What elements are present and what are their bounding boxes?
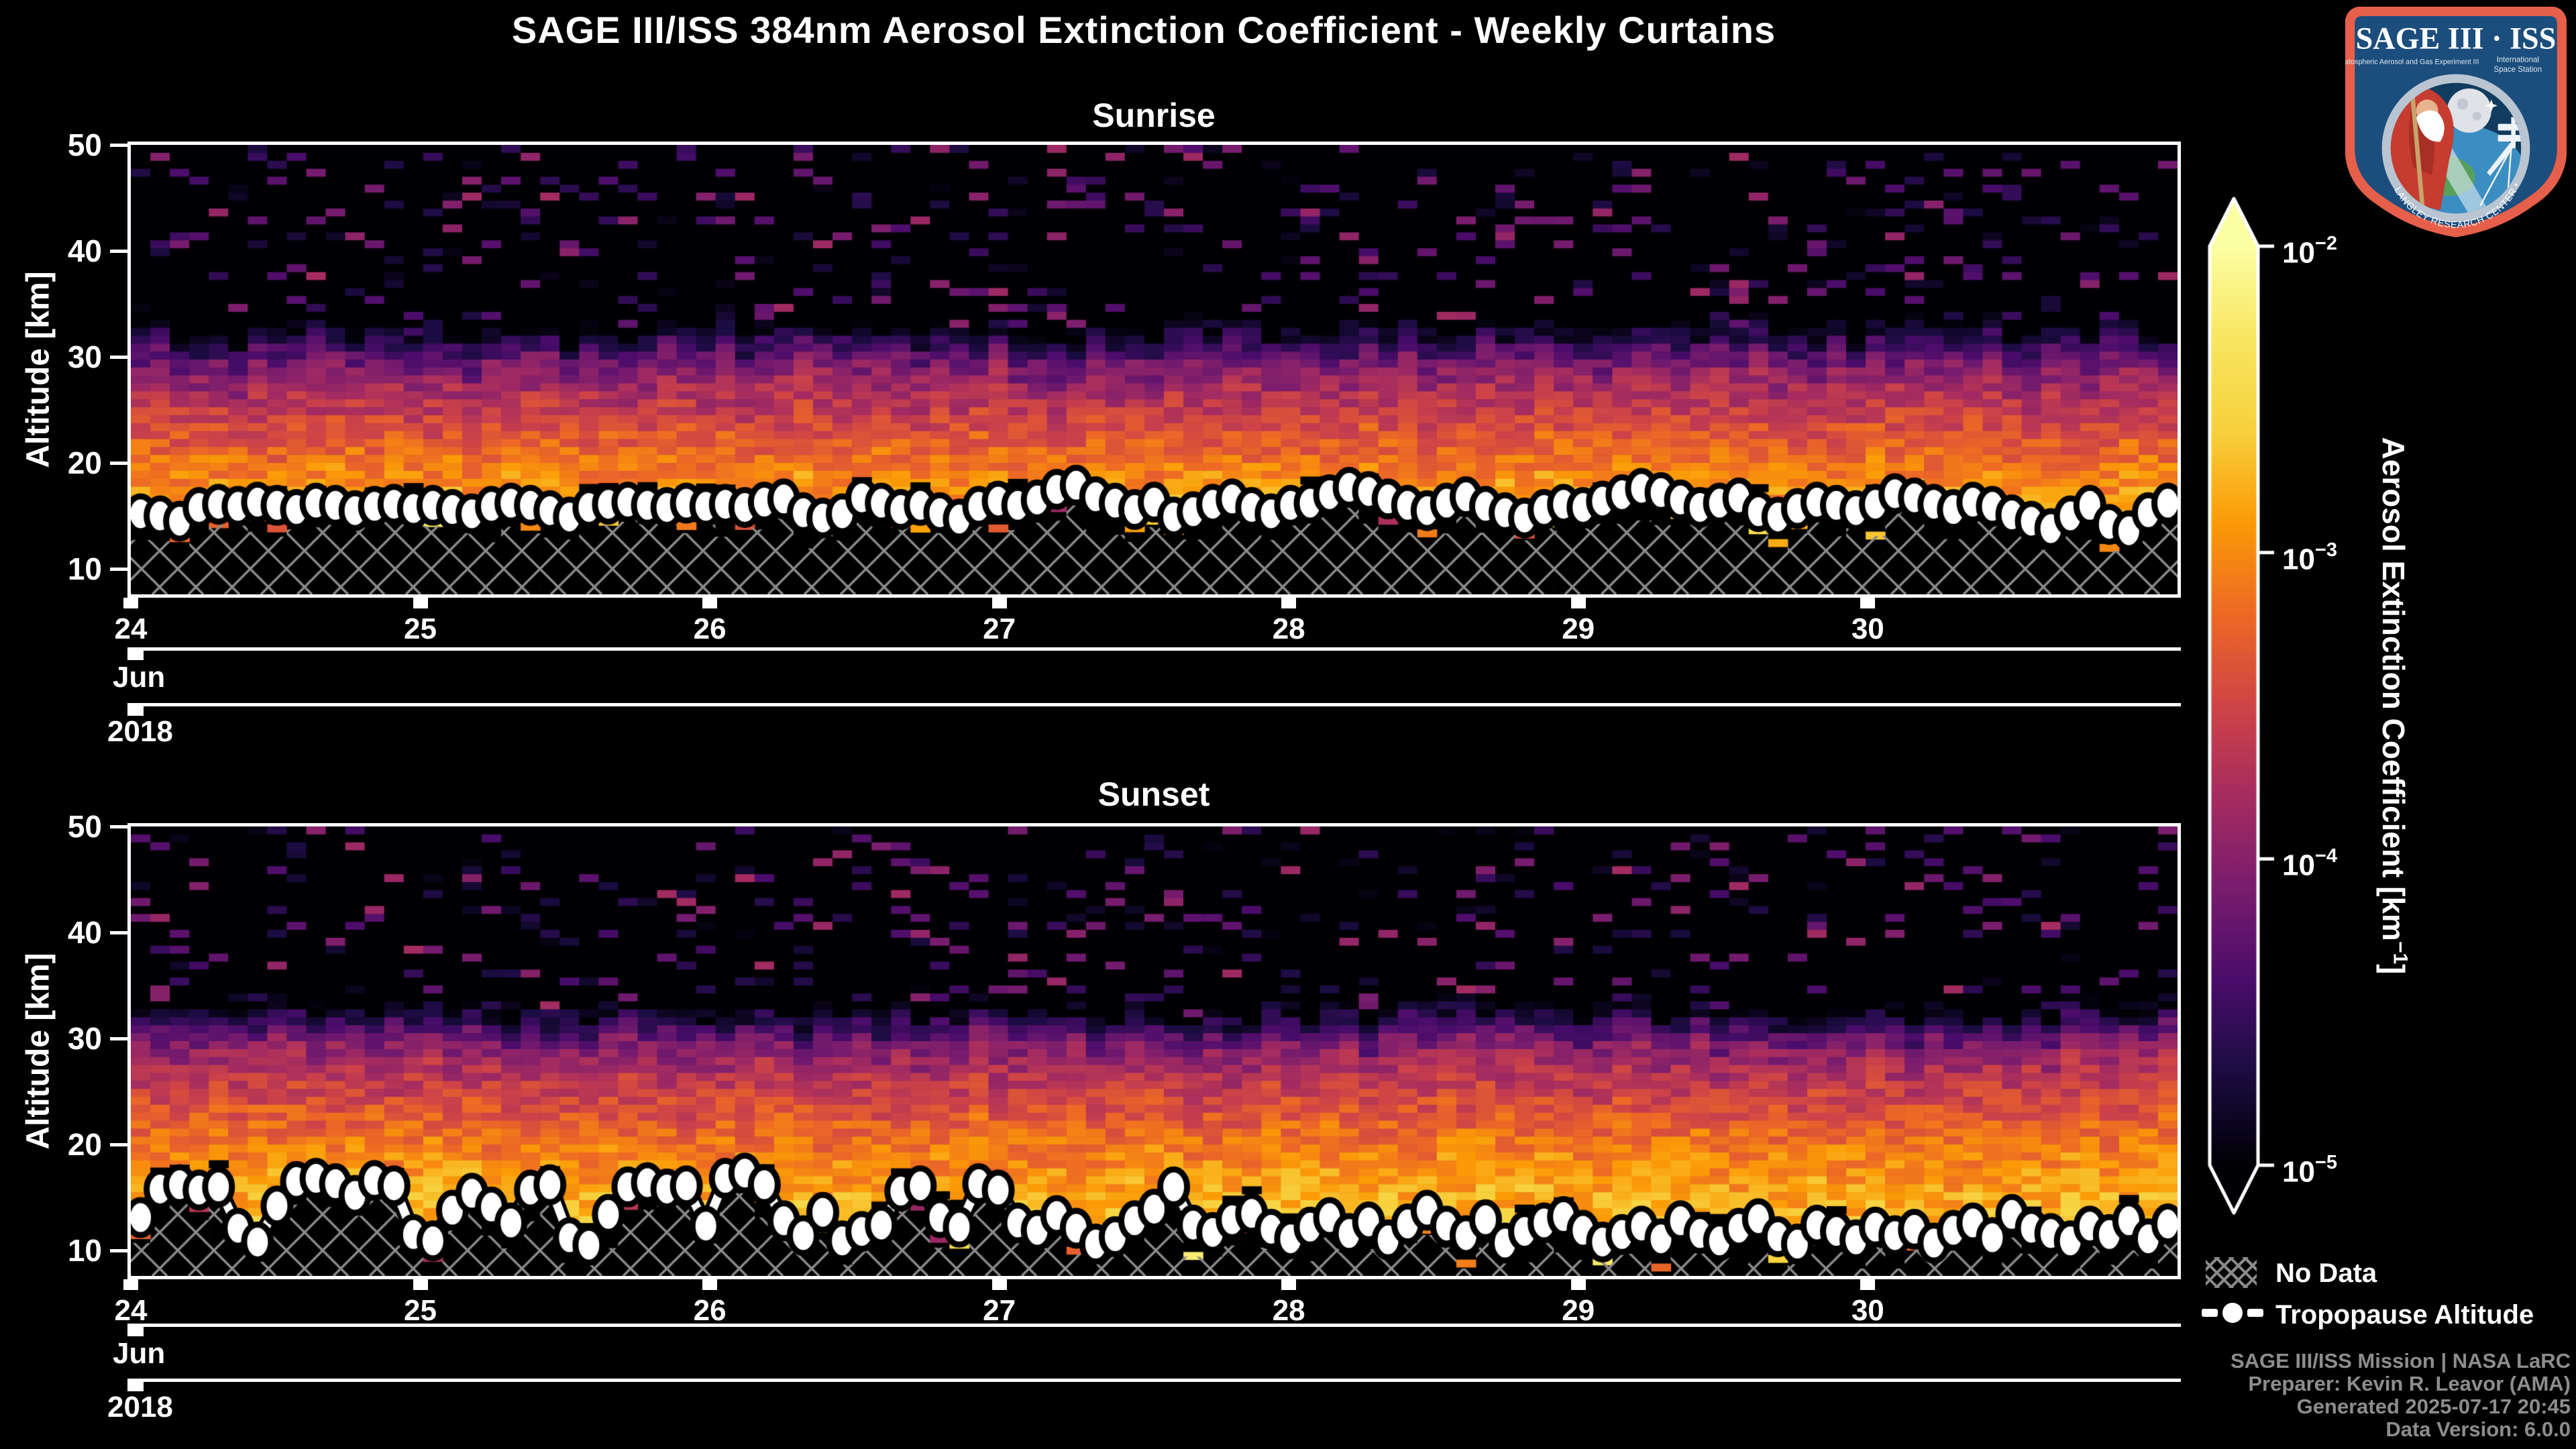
attribution-line: Data Version: 6.0.0	[2385, 1417, 2571, 1441]
y-tick-mark	[110, 1036, 127, 1040]
y-tick-label: 30	[67, 339, 102, 374]
tropopause-dash-icon	[2247, 1309, 2263, 1317]
x-tick-label: 25	[404, 1294, 437, 1327]
y-tick-label: 50	[67, 809, 102, 844]
attribution-line: Preparer: Kevin R. Leavor (AMA)	[2248, 1372, 2571, 1395]
patch-scene	[2390, 83, 2522, 214]
year-axis-line-sunrise	[127, 703, 2181, 706]
no-data-legend-label: No Data	[2275, 1258, 2377, 1288]
year-label-sunrise: 2018	[107, 715, 173, 748]
patch-subtitle-right-1: International	[2497, 56, 2539, 64]
year-axis-line-sunset	[127, 1379, 2181, 1382]
y-tick-mark	[110, 143, 127, 147]
colorbar-tick-label: 10−3	[2282, 539, 2338, 576]
x-tick-mark	[991, 1279, 1007, 1290]
y-tick-mark	[110, 355, 127, 359]
x-tick-mark	[413, 598, 428, 608]
attribution-line: SAGE III/ISS Mission | NASA LaRC	[2230, 1349, 2571, 1373]
y-tick-mark	[110, 930, 127, 934]
y-tick-mark	[110, 1248, 127, 1252]
x-tick-label: 24	[114, 612, 148, 645]
tropopause-dot-icon	[2222, 1303, 2243, 1323]
month-axis-tick-sunrise	[127, 651, 144, 660]
x-tick-mark	[1860, 598, 1876, 608]
x-tick-label: 28	[1272, 612, 1305, 645]
sunset-curtain-frame	[127, 823, 2181, 1279]
attribution-line: Generated 2025-07-17 20:45	[2296, 1395, 2571, 1418]
y-tick-mark	[110, 461, 127, 465]
y-tick-label: 20	[67, 445, 102, 481]
x-tick-label: 24	[114, 1294, 148, 1327]
y-tick-label: 40	[67, 915, 102, 950]
sage-iii-iss-mission-patch: SAGE III · ISS Stratospheric Aerosol and…	[2345, 7, 2567, 237]
x-tick-label: 27	[983, 1294, 1016, 1327]
month-axis-tick-sunset	[127, 1327, 144, 1336]
x-tick-label: 26	[693, 612, 727, 645]
x-tick-label: 29	[1562, 612, 1595, 645]
year-label-sunset: 2018	[107, 1391, 173, 1424]
sunset-heatmap-canvas	[131, 826, 2178, 1276]
x-tick-mark	[1281, 598, 1297, 608]
tropopause-legend-label: Tropopause Altitude	[2275, 1300, 2534, 1330]
x-tick-mark	[1570, 598, 1586, 608]
x-tick-mark	[1570, 1279, 1586, 1290]
y-tick-label: 10	[67, 1233, 102, 1269]
x-tick-mark	[702, 598, 718, 608]
sunrise-curtain-frame	[127, 142, 2181, 598]
panel-title-sunset: Sunset	[1097, 775, 1210, 813]
x-tick-label: 27	[983, 612, 1016, 645]
colorbar-tick-label: 10−5	[2282, 1152, 2338, 1189]
x-tick-mark	[991, 598, 1007, 608]
y-tick-label: 30	[67, 1021, 102, 1056]
month-label-sunset: Jun	[113, 1337, 166, 1370]
colorbar-tick-label: 10−4	[2282, 845, 2338, 882]
colorbar-axis-label-text: Aerosol Extinction Coefficient [km	[2376, 437, 2411, 941]
x-tick-mark	[123, 598, 138, 608]
patch-subtitle-right-2: Space Station	[2493, 66, 2542, 74]
tropopause-legend-icon	[2202, 1303, 2263, 1323]
x-tick-label: 29	[1562, 1294, 1595, 1327]
year-axis-tick-sunset	[127, 1382, 144, 1391]
x-tick-mark	[123, 1279, 138, 1290]
figure-title: SAGE III/ISS 384nm Aerosol Extinction Co…	[511, 9, 1776, 51]
colorbar-axis-label-close: ]	[2376, 964, 2411, 975]
x-tick-label: 28	[1272, 1294, 1305, 1327]
colorbar-axis-label: Aerosol Extinction Coefficient [km−1]	[2375, 437, 2412, 975]
patch-subtitle-left: Stratospheric Aerosol and Gas Experiment…	[2345, 58, 2479, 66]
colorbar-axis-label-sup: −1	[2389, 941, 2412, 965]
x-tick-mark	[413, 1279, 428, 1290]
attribution-block: SAGE III/ISS Mission | NASA LaRC Prepare…	[2231, 1350, 2571, 1441]
y-tick-mark	[110, 1142, 127, 1146]
x-tick-mark	[1860, 1279, 1876, 1290]
colorbar	[2204, 195, 2282, 1218]
panel-title-sunrise: Sunrise	[1092, 97, 1216, 134]
y-tick-mark	[110, 567, 127, 571]
y-tick-label: 10	[67, 551, 102, 587]
x-tick-label: 30	[1851, 612, 1884, 645]
y-tick-mark	[110, 824, 127, 828]
month-label-sunrise: Jun	[113, 661, 166, 694]
x-tick-label: 26	[693, 1294, 727, 1327]
x-tick-mark	[702, 1279, 718, 1290]
x-tick-mark	[1281, 1279, 1297, 1290]
sunrise-heatmap-canvas	[131, 145, 2178, 594]
tropopause-dash-icon	[2202, 1309, 2218, 1317]
y-tick-label: 50	[67, 127, 102, 162]
y-tick-label: 20	[67, 1127, 102, 1163]
y-tick-label: 40	[67, 233, 102, 268]
no-data-hatch-icon	[2206, 1257, 2257, 1288]
year-axis-tick-sunrise	[127, 706, 144, 716]
colorbar-tick-label: 10−2	[2282, 233, 2338, 270]
x-tick-label: 25	[404, 612, 437, 645]
month-axis-line-sunrise	[127, 647, 2181, 651]
y-tick-mark	[110, 249, 127, 253]
month-axis-line-sunset	[127, 1324, 2181, 1327]
x-tick-label: 30	[1851, 1294, 1884, 1327]
patch-title: SAGE III · ISS	[2356, 21, 2557, 56]
